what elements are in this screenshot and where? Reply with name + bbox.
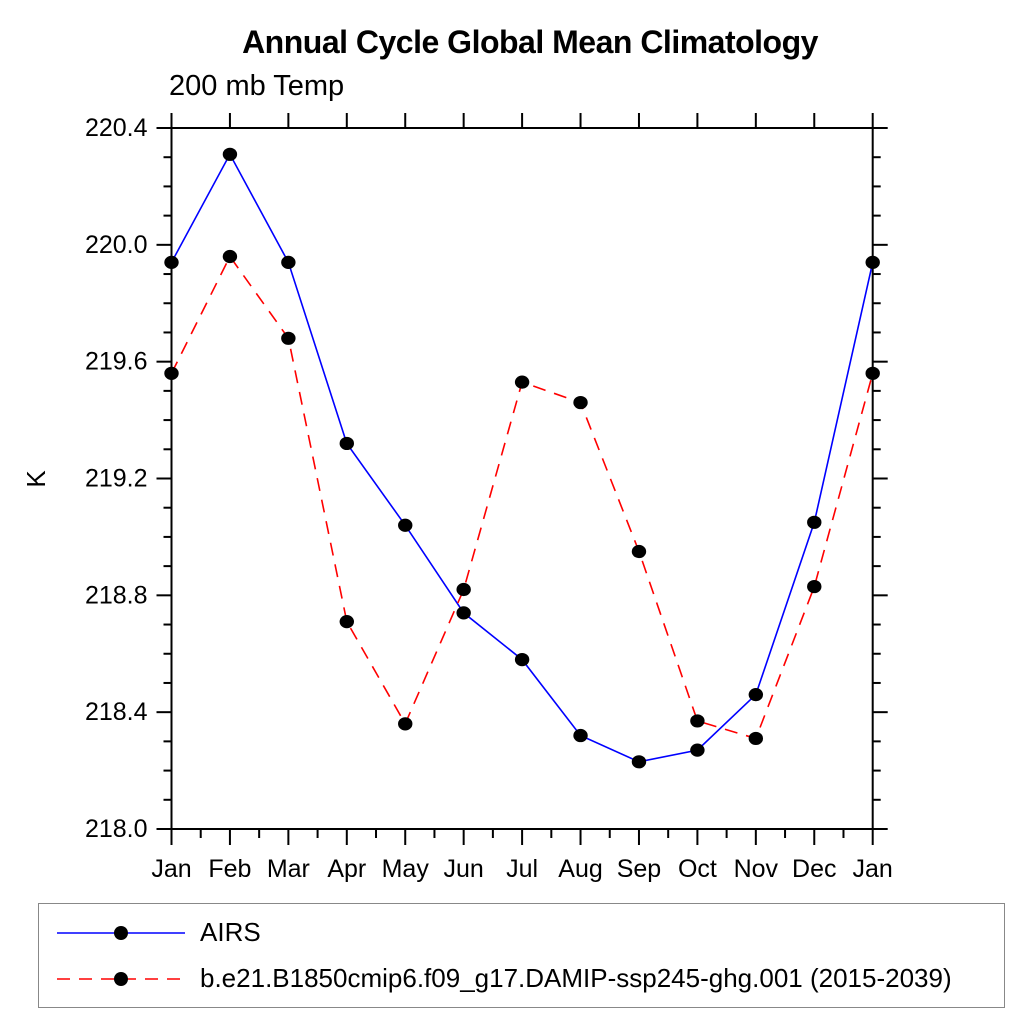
data-point-marker-0 [222, 147, 238, 161]
x-tick-label: Mar [267, 855, 310, 883]
data-point-marker-0 [807, 515, 822, 529]
x-tick-label: Jan [853, 855, 893, 883]
data-point-marker-0 [339, 436, 354, 451]
data-point-marker-1 [631, 544, 647, 559]
x-tick-label: May [382, 855, 430, 883]
legend-box: AIRS b.e21.B1850cmip6.f09_g17.DAMIP-ssp2… [38, 903, 1005, 1008]
data-point-marker-1 [456, 582, 471, 597]
y-tick-label: 218.4 [85, 698, 148, 726]
data-point-marker-0 [398, 518, 413, 532]
y-tick-label: 220.4 [85, 114, 148, 142]
plot-area: 218.0 218.4 218.8 219.2 219.6 220.0 220.4 Jan Fe… [85, 113, 893, 883]
data-point-marker-1 [573, 395, 588, 410]
data-point-marker-1 [398, 717, 413, 731]
y-tick-label: 219.6 [85, 348, 148, 376]
legend-item-airs: AIRS [55, 914, 1004, 952]
data-point-marker-0 [631, 755, 647, 769]
data-point-marker-1 [339, 615, 354, 629]
y-tick-label: 218.8 [85, 581, 148, 609]
y-tick-label: 218.0 [85, 815, 148, 843]
data-point-marker-1 [514, 375, 530, 389]
legend-line-sample-airs [57, 925, 185, 940]
x-tick-label: Apr [327, 855, 366, 883]
data-point-marker-1 [164, 366, 179, 380]
data-point-marker-0 [456, 606, 471, 620]
x-tick-label: Jul [506, 855, 538, 883]
data-point-marker-0 [164, 255, 179, 269]
chart-subtitle: 200 mb Temp [169, 70, 345, 102]
x-tick-label: Oct [678, 855, 717, 883]
x-tick-label: Aug [558, 855, 602, 883]
data-point-marker-1 [865, 366, 880, 380]
series-line-1 [170, 254, 874, 740]
plot-box [170, 127, 874, 830]
data-point-marker-1 [281, 331, 296, 345]
y-tick-label: 220.0 [85, 231, 148, 259]
legend-label-model: b.e21.B1850cmip6.f09_g17.DAMIP-ssp245-gh… [200, 963, 952, 993]
legend-line-sample-model [57, 971, 185, 986]
x-tick-label: Jun [444, 855, 484, 883]
x-tick-label: Sep [617, 855, 661, 883]
data-point-marker-0 [690, 743, 705, 757]
data-point-marker-1 [748, 731, 764, 746]
x-tick-label: Jan [151, 855, 191, 883]
y-tick-label: 219.2 [85, 465, 148, 493]
data-point-marker-0 [281, 255, 296, 269]
legend-label-airs: AIRS [200, 917, 261, 947]
data-point-marker-1 [807, 579, 822, 594]
legend-item-model: b.e21.B1850cmip6.f09_g17.DAMIP-ssp245-gh… [55, 960, 1004, 998]
data-point-marker-1 [690, 714, 705, 728]
data-point-marker-0 [865, 255, 880, 269]
data-point-marker-0 [748, 688, 764, 702]
x-tick-label: Nov [734, 855, 779, 883]
data-point-marker-1 [222, 249, 238, 264]
chart-title: Annual Cycle Global Mean Climatology [242, 24, 818, 60]
x-tick-label: Feb [208, 855, 251, 883]
x-tick-label: Dec [792, 855, 836, 883]
data-point-marker-0 [573, 728, 588, 743]
data-point-marker-0 [514, 652, 530, 667]
series-line-0 [170, 152, 874, 763]
